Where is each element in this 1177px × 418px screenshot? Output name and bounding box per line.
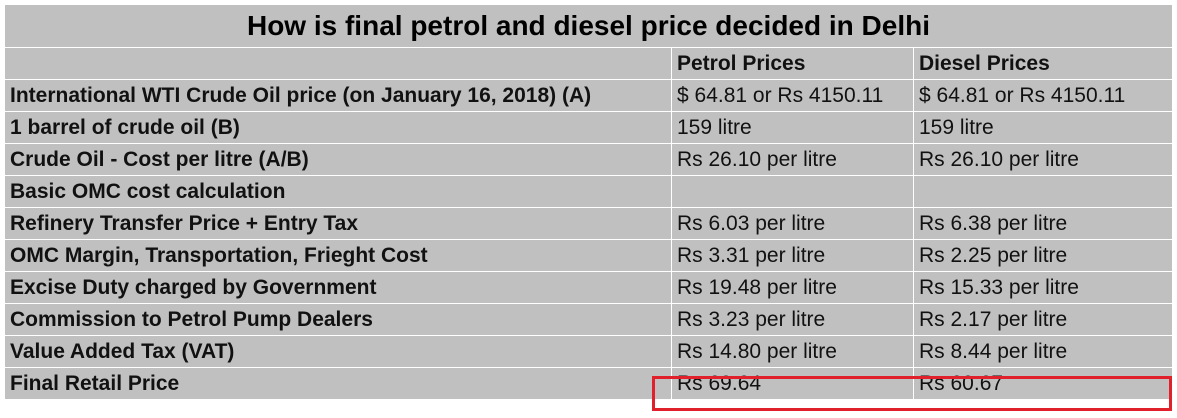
- diesel-cell: [913, 175, 1173, 208]
- row-label: OMC Margin, Transportation, Frieght Cost: [4, 239, 672, 272]
- row-label: Refinery Transfer Price + Entry Tax: [4, 207, 672, 240]
- diesel-cell: Rs 15.33 per litre: [913, 271, 1173, 304]
- final-price-row: Final Retail Price Rs 69.64 Rs 60.67: [4, 367, 1173, 400]
- row-label: Value Added Tax (VAT): [4, 335, 672, 368]
- petrol-cell: $ 64.81 or Rs 4150.11: [671, 79, 914, 112]
- petrol-cell: [671, 175, 914, 208]
- petrol-cell: 159 litre: [671, 111, 914, 144]
- table-row: Commission to Petrol Pump Dealers Rs 3.2…: [4, 303, 1173, 336]
- header-blank: [4, 47, 672, 80]
- table-row: OMC Margin, Transportation, Frieght Cost…: [4, 239, 1173, 272]
- row-label: Final Retail Price: [4, 367, 672, 400]
- price-table-container: How is final petrol and diesel price dec…: [4, 4, 1173, 400]
- table-row: Basic OMC cost calculation: [4, 175, 1173, 208]
- diesel-cell: Rs 2.17 per litre: [913, 303, 1173, 336]
- header-petrol: Petrol Prices: [671, 47, 914, 80]
- table-title: How is final petrol and diesel price dec…: [4, 4, 1173, 48]
- diesel-final-price: Rs 60.67: [913, 367, 1173, 400]
- title-row: How is final petrol and diesel price dec…: [4, 4, 1173, 48]
- diesel-cell: Rs 26.10 per litre: [913, 143, 1173, 176]
- petrol-cell: Rs 26.10 per litre: [671, 143, 914, 176]
- price-breakdown-table: How is final petrol and diesel price dec…: [4, 4, 1173, 400]
- diesel-cell: Rs 8.44 per litre: [913, 335, 1173, 368]
- diesel-cell: Rs 6.38 per litre: [913, 207, 1173, 240]
- petrol-cell: Rs 3.23 per litre: [671, 303, 914, 336]
- table-row: Crude Oil - Cost per litre (A/B) Rs 26.1…: [4, 143, 1173, 176]
- table-row: Refinery Transfer Price + Entry Tax Rs 6…: [4, 207, 1173, 240]
- petrol-cell: Rs 6.03 per litre: [671, 207, 914, 240]
- row-label: 1 barrel of crude oil (B): [4, 111, 672, 144]
- diesel-cell: Rs 2.25 per litre: [913, 239, 1173, 272]
- row-label: International WTI Crude Oil price (on Ja…: [4, 79, 672, 112]
- diesel-cell: 159 litre: [913, 111, 1173, 144]
- petrol-cell: Rs 3.31 per litre: [671, 239, 914, 272]
- header-row: Petrol Prices Diesel Prices: [4, 47, 1173, 80]
- row-label: Basic OMC cost calculation: [4, 175, 672, 208]
- petrol-cell: Rs 19.48 per litre: [671, 271, 914, 304]
- petrol-final-price: Rs 69.64: [671, 367, 914, 400]
- row-label: Excise Duty charged by Government: [4, 271, 672, 304]
- petrol-cell: Rs 14.80 per litre: [671, 335, 914, 368]
- table-row: Value Added Tax (VAT) Rs 14.80 per litre…: [4, 335, 1173, 368]
- row-label: Commission to Petrol Pump Dealers: [4, 303, 672, 336]
- row-label: Crude Oil - Cost per litre (A/B): [4, 143, 672, 176]
- table-row: Excise Duty charged by Government Rs 19.…: [4, 271, 1173, 304]
- table-row: International WTI Crude Oil price (on Ja…: [4, 79, 1173, 112]
- header-diesel: Diesel Prices: [913, 47, 1173, 80]
- diesel-cell: $ 64.81 or Rs 4150.11: [913, 79, 1173, 112]
- table-row: 1 barrel of crude oil (B) 159 litre 159 …: [4, 111, 1173, 144]
